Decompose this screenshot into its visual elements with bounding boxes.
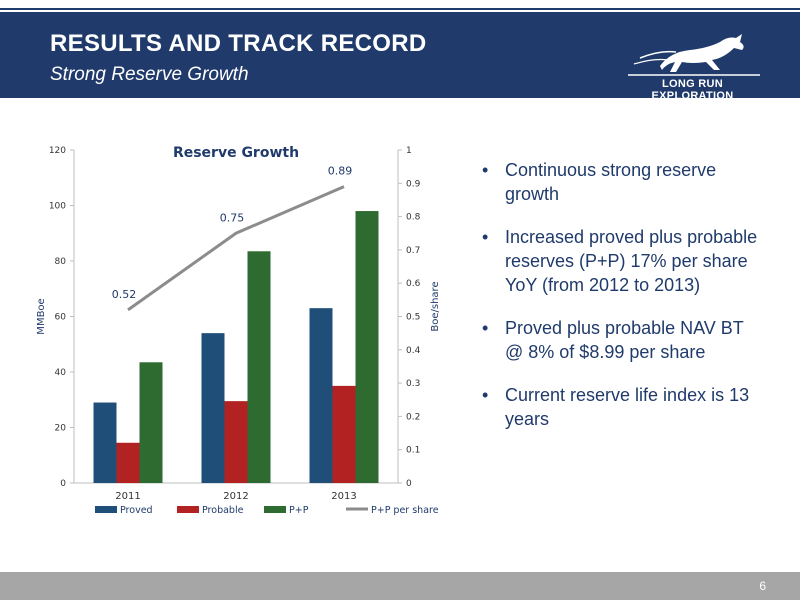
legend-swatch: [95, 506, 117, 513]
company-logo: LONG RUN EXPLORATION: [620, 28, 765, 102]
series-line-pp-per-share: [127, 185, 345, 312]
running-horse-icon: [628, 34, 760, 76]
slide-footer: 6: [0, 572, 800, 600]
bullet-item: • Continuous strong reserve growth: [478, 158, 758, 206]
y-tick-label-right: 0.6: [406, 279, 421, 289]
legend-label: Proved: [120, 505, 153, 516]
y-tick-label-right: 0.3: [406, 379, 420, 389]
y-tick-label-left: 120: [49, 146, 66, 156]
bullet-item: • Increased proved plus probable reserves…: [478, 225, 758, 297]
y-axis-label-right: Boe/share: [430, 281, 441, 331]
x-tick-label: 2013: [331, 491, 356, 502]
bar-probable: [224, 401, 248, 483]
logo-text: LONG RUN EXPLORATION: [651, 78, 734, 102]
bar-proved: [93, 402, 117, 483]
bar-p-p: [139, 362, 163, 483]
bullet-text: Increased proved plus probable reserves …: [505, 227, 758, 295]
y-tick-label-right: 0.1: [406, 446, 420, 456]
bullet-item: • Current reserve life index is 13 years: [478, 383, 758, 431]
y-tick-label-right: 0.5: [406, 313, 420, 323]
bar-proved: [309, 308, 333, 483]
y-tick-label-right: 0.2: [406, 412, 420, 422]
slide-title: RESULTS AND TRACK RECORD: [50, 30, 427, 57]
slide-subtitle: Strong Reserve Growth: [50, 64, 249, 85]
bar-p-p: [355, 211, 379, 484]
y-tick-label-right: 0: [406, 479, 412, 489]
y-tick-label-right: 0.4: [406, 346, 421, 356]
y-tick-label-left: 80: [55, 257, 67, 267]
y-tick-label-left: 60: [55, 313, 67, 323]
y-axis-label-left: MMBoe: [36, 298, 47, 334]
y-tick-label-right: 0.8: [406, 213, 421, 223]
y-tick-label-right: 0.7: [406, 246, 420, 256]
y-tick-label-left: 100: [49, 202, 66, 212]
legend-label: Probable: [202, 505, 244, 516]
y-tick-label-right: 1: [406, 146, 412, 156]
data-label: 0.52: [112, 288, 137, 301]
x-tick-label: 2011: [115, 491, 140, 502]
bullet-item: • Proved plus probable NAV BT @ 8% of $8.…: [478, 316, 758, 364]
reserve-growth-chart: 0 20 40 60 80 100 120 0 0.1 0.2 0.3 0.4 0.5 0.6 0.7 0.8…: [36, 145, 441, 516]
y-tick-label-left: 20: [55, 424, 67, 434]
bullet-text: Proved plus probable NAV BT @ 8% of $8.9…: [505, 318, 744, 362]
y-tick-label-left: 40: [55, 368, 67, 378]
bullet-text: Continuous strong reserve growth: [505, 160, 717, 204]
legend-label: P+P: [289, 505, 309, 516]
chart-title: Reserve Growth: [173, 145, 299, 161]
bullet-text: Current reserve life index is 13 years: [505, 385, 750, 429]
bullet-dot-icon: •: [482, 385, 489, 405]
bar-p-p: [247, 251, 271, 483]
legend-swatch: [264, 506, 286, 513]
page-number: 6: [759, 579, 766, 593]
bullet-dot-icon: •: [482, 227, 489, 247]
header-top-rule: [0, 8, 800, 10]
bullet-list: • Continuous strong reserve growth • Incre…: [478, 158, 758, 450]
bar-probable: [332, 385, 356, 483]
bullet-dot-icon: •: [482, 160, 489, 180]
data-label: 0.75: [220, 211, 245, 224]
y-tick-label-left: 0: [60, 479, 66, 489]
bullet-dot-icon: •: [482, 318, 489, 338]
slide-header: RESULTS AND TRACK RECORD Strong Reserve …: [0, 12, 800, 102]
bar-proved: [201, 333, 225, 483]
x-tick-label: 2012: [223, 491, 248, 502]
legend-label: P+P per share: [371, 505, 439, 516]
legend-swatch: [177, 506, 199, 513]
y-tick-label-right: 0.9: [406, 179, 421, 189]
bar-probable: [116, 442, 140, 483]
data-label: 0.89: [328, 165, 353, 178]
